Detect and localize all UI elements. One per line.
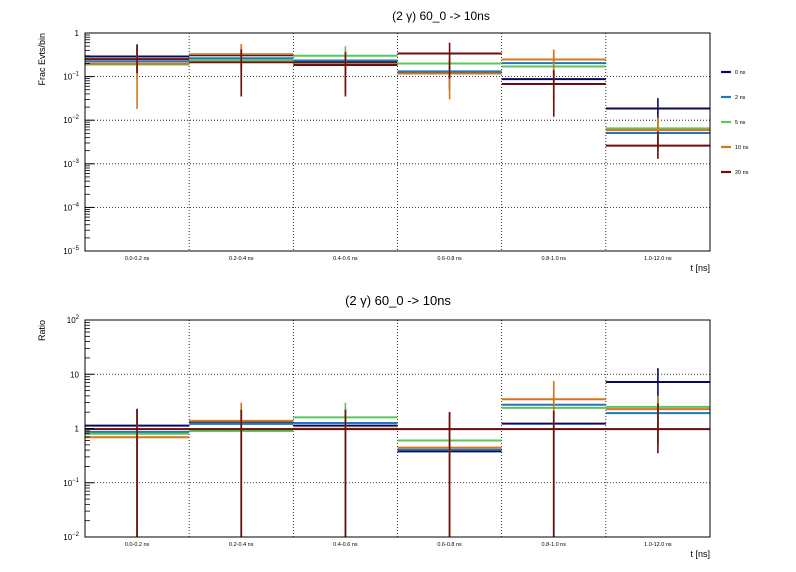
- top-x-tick-labels: 0.0-0.2 ns 0.2-0.4 ns 0.4-0.6 ns 0.6-0.8 ns…: [125, 256, 672, 262]
- top-x-axis-label: t [ns]: [690, 263, 710, 273]
- bottom-x-tick-label: 0.2-0.4 ns: [229, 542, 254, 548]
- top-x-tick-label: 1.0-12.0 ns: [644, 256, 672, 262]
- top-panel: (2 γ) 60_0 -> 10ns Frac Evts/bin t [ns] …: [37, 9, 778, 273]
- top-x-tick-label: 0.4-0.6 ns: [333, 256, 358, 262]
- bottom-chart-title: (2 γ) 60_0 -> 10ns: [345, 293, 451, 308]
- bottom-panel: (2 γ) 60_0 -> 10ns Ratio t [ns] 10−2 10−1…: [37, 293, 711, 559]
- bottom-x-tick-label: 0.6-0.8 ns: [437, 542, 462, 548]
- top-plot-frame: [84, 32, 711, 252]
- bottom-y-ticks: 10−2 10−1 1 10 102: [63, 315, 94, 542]
- top-chart-title: (2 γ) 60_0 -> 10ns: [392, 9, 490, 23]
- bottom-x-tick-label: 0.4-0.6 ns: [333, 542, 358, 548]
- bottom-y-tick-label: 102: [67, 315, 80, 325]
- legend-entry: 0 ns: [735, 70, 746, 76]
- legend-entry: 2 ns: [735, 95, 746, 101]
- bottom-y-tick-label: 10−1: [63, 478, 79, 488]
- bottom-y-tick-label: 10−2: [63, 532, 79, 542]
- bottom-x-tick-label: 0.8-1.0 ns: [542, 542, 567, 548]
- bottom-x-axis-label: t [ns]: [690, 549, 710, 559]
- top-y-tick-label: 1: [75, 29, 80, 38]
- top-y-axis-label: Frac Evts/bin: [37, 33, 47, 86]
- bottom-y-tick-label: 1: [75, 425, 80, 434]
- top-grid: [85, 33, 710, 251]
- top-y-tick-label: 10−3: [63, 159, 79, 169]
- bottom-series-20-ns: [85, 403, 710, 537]
- top-y-tick-label: 10−4: [63, 202, 79, 212]
- top-x-tick-label: 0.2-0.4 ns: [229, 256, 254, 262]
- top-y-ticks: 10−5 10−4 10−3 10−2 10−1 1: [63, 29, 94, 256]
- bottom-x-tick-label: 1.0-12.0 ns: [644, 542, 672, 548]
- bottom-series: [85, 368, 710, 537]
- top-y-tick-label: 10−2: [63, 115, 79, 125]
- top-series-20-ns: [85, 42, 710, 159]
- legend-entry: 20 ns: [735, 170, 749, 176]
- top-x-tick-label: 0.6-0.8 ns: [437, 256, 462, 262]
- bottom-y-axis-label: Ratio: [37, 320, 47, 341]
- legend-entry: 10 ns: [735, 145, 749, 151]
- top-x-tick-label: 0.8-1.0 ns: [542, 256, 567, 262]
- bottom-x-tick-label: 0.0-0.2 ns: [125, 542, 150, 548]
- bottom-x-tick-labels: 0.0-0.2 ns 0.2-0.4 ns 0.4-0.6 ns 0.6-0.8 ns…: [125, 542, 672, 548]
- legend: 0 ns 2 ns 5 ns 10 ns 20 ns: [716, 58, 778, 184]
- legend-entry: 5 ns: [735, 120, 746, 126]
- top-series: [85, 42, 710, 159]
- top-y-tick-label: 10−1: [63, 72, 79, 82]
- top-y-tick-label: 10−5: [63, 246, 79, 256]
- bottom-y-tick-label: 10: [70, 370, 79, 379]
- top-x-tick-label: 0.0-0.2 ns: [125, 256, 150, 262]
